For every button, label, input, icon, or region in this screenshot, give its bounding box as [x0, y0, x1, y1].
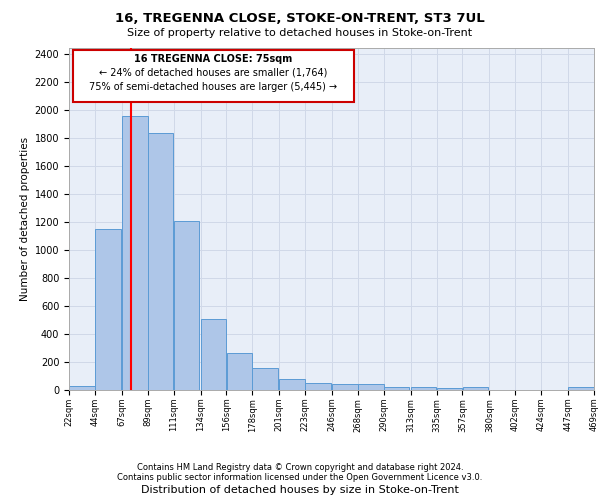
- Bar: [174, 221, 199, 390]
- Text: Contains public sector information licensed under the Open Government Licence v3: Contains public sector information licen…: [118, 474, 482, 482]
- Bar: [253, 368, 278, 390]
- Text: 16, TREGENNA CLOSE, STOKE-ON-TRENT, ST3 7UL: 16, TREGENNA CLOSE, STOKE-ON-TRENT, ST3 …: [115, 12, 485, 26]
- Bar: [148, 133, 173, 390]
- Bar: [437, 388, 462, 390]
- Bar: [358, 384, 383, 390]
- Bar: [69, 386, 95, 390]
- Bar: [332, 384, 358, 390]
- Bar: [384, 386, 409, 390]
- Text: 75% of semi-detached houses are larger (5,445) →: 75% of semi-detached houses are larger (…: [89, 82, 338, 92]
- Bar: [305, 383, 331, 390]
- Bar: [122, 116, 148, 390]
- Bar: [227, 353, 252, 390]
- Text: Distribution of detached houses by size in Stoke-on-Trent: Distribution of detached houses by size …: [141, 485, 459, 495]
- Text: ← 24% of detached houses are smaller (1,764): ← 24% of detached houses are smaller (1,…: [99, 68, 328, 78]
- Bar: [411, 387, 436, 390]
- Bar: [95, 229, 121, 390]
- Y-axis label: Number of detached properties: Number of detached properties: [20, 136, 31, 301]
- Bar: [280, 379, 305, 390]
- Bar: [201, 318, 226, 390]
- Text: Contains HM Land Registry data © Crown copyright and database right 2024.: Contains HM Land Registry data © Crown c…: [137, 464, 463, 472]
- Text: 16 TREGENNA CLOSE: 75sqm: 16 TREGENNA CLOSE: 75sqm: [134, 54, 293, 64]
- Text: Size of property relative to detached houses in Stoke-on-Trent: Size of property relative to detached ho…: [127, 28, 473, 38]
- Bar: [463, 387, 488, 390]
- Bar: [568, 387, 594, 390]
- FancyBboxPatch shape: [73, 50, 355, 102]
